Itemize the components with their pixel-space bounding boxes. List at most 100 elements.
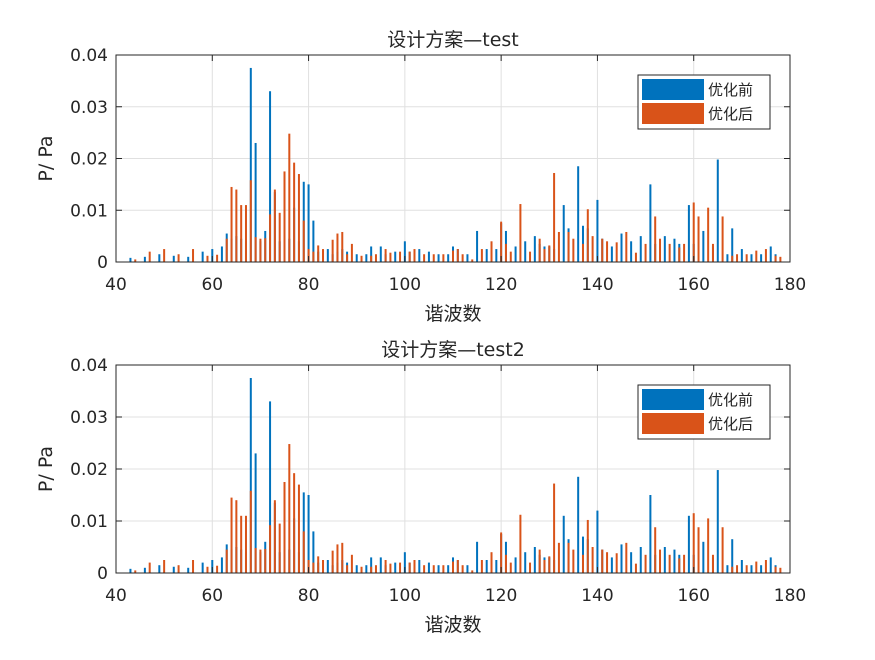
bar-after — [711, 554, 714, 573]
bar-after — [509, 251, 512, 262]
bar-after — [625, 542, 628, 573]
bar-before — [437, 254, 440, 262]
bar-before — [307, 495, 310, 573]
bar-after — [432, 565, 435, 573]
bar-after — [461, 254, 464, 262]
bar-before — [394, 562, 397, 573]
x-tick-label: 100 — [389, 275, 421, 295]
bar-before — [630, 241, 633, 262]
bar-after — [259, 549, 262, 573]
bar-before — [702, 230, 705, 262]
bar-after — [374, 565, 377, 573]
bar-after — [302, 220, 305, 262]
bar-after — [586, 519, 589, 573]
bar-before — [630, 552, 633, 573]
bar-after — [529, 251, 532, 262]
y-tick-label: 0 — [97, 564, 108, 584]
bar-after — [606, 552, 609, 573]
bar-after — [148, 562, 151, 573]
bar-after — [225, 238, 228, 262]
bar-after — [480, 249, 483, 262]
bar-before — [437, 565, 440, 573]
bar-before — [620, 233, 623, 262]
x-tick-label: 140 — [581, 586, 613, 606]
bar-after — [490, 552, 493, 573]
bar-after — [399, 251, 402, 262]
bar-after — [572, 549, 575, 573]
bar-before — [129, 257, 132, 262]
bar-after — [654, 216, 657, 262]
bar-before — [524, 552, 527, 573]
bar-after — [692, 202, 695, 262]
bar-after — [490, 241, 493, 262]
bar-after — [668, 243, 671, 262]
bar-before — [610, 557, 613, 573]
ticks: 40 60 80 100 120 140 160 180 0 0.01 0.02 0.03 0.04 — [70, 46, 806, 295]
bar-after — [259, 238, 262, 262]
bar-before — [649, 495, 652, 573]
bar-after — [668, 554, 671, 573]
bar-after — [615, 553, 618, 573]
bar-before — [269, 91, 272, 262]
bar-after — [273, 189, 276, 262]
bar-after — [683, 243, 686, 262]
bar-after — [240, 515, 243, 573]
bar-before — [403, 241, 406, 262]
bar-after — [504, 554, 507, 573]
y-tick-label: 0 — [97, 253, 108, 273]
bar-after — [644, 554, 647, 573]
bar-after — [659, 238, 662, 262]
x-tick-label: 120 — [485, 586, 517, 606]
bar-after — [307, 249, 310, 262]
bar-after — [659, 549, 662, 573]
bar-after — [755, 250, 758, 262]
bar-before — [760, 565, 763, 573]
bar-before — [476, 230, 479, 262]
bar-before — [418, 560, 421, 573]
bar-after — [634, 563, 637, 573]
bar-before — [427, 251, 430, 262]
bar-after — [346, 254, 349, 262]
bar-after — [297, 174, 300, 262]
legend-label-before: 优化前 — [708, 391, 753, 409]
bar-before — [201, 562, 204, 573]
bar-after — [456, 249, 459, 262]
bar-after — [644, 243, 647, 262]
bar-after — [567, 231, 570, 262]
bar-before — [466, 254, 469, 262]
bar-before — [577, 166, 580, 262]
bar-before — [740, 560, 743, 573]
bar-after — [288, 133, 291, 262]
bar-before — [158, 565, 161, 573]
bar-before — [379, 246, 382, 262]
bar-before — [760, 254, 763, 262]
bar-after — [601, 238, 604, 262]
bar-after — [206, 566, 209, 573]
bar-before — [129, 568, 132, 573]
bar-after — [360, 255, 363, 262]
bar-before — [476, 541, 479, 573]
bar-after — [548, 556, 551, 573]
bar-after — [273, 500, 276, 573]
bar-after — [163, 560, 166, 573]
bar-before — [726, 254, 729, 262]
bar-after — [264, 549, 267, 573]
y-tick-label: 0.04 — [70, 46, 108, 66]
bar-before — [365, 565, 368, 573]
y-tick-label: 0.01 — [70, 201, 108, 221]
bar-before — [249, 378, 252, 573]
bar-before — [533, 236, 536, 262]
bar-after — [764, 249, 767, 262]
bar-before — [673, 238, 676, 262]
bar-after — [254, 548, 257, 573]
legend-label-after: 优化后 — [708, 105, 753, 123]
bar-after — [423, 565, 426, 573]
x-tick-label: 180 — [774, 586, 806, 606]
bar-before — [220, 557, 223, 573]
bar-after — [572, 238, 575, 262]
bar-after — [432, 254, 435, 262]
bar-after — [322, 560, 325, 573]
bar-after — [500, 221, 503, 262]
bar-before — [740, 249, 743, 262]
bar-after — [654, 527, 657, 573]
